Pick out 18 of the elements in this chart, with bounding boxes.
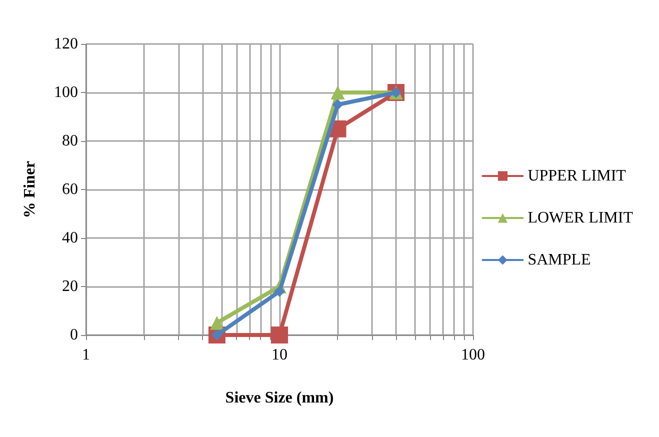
- y-tick-label: 80: [62, 132, 78, 150]
- x-tick-label: 1: [82, 346, 90, 364]
- legend-label: SAMPLE: [528, 252, 591, 268]
- y-tick-label: 120: [54, 36, 78, 52]
- point: [330, 86, 345, 100]
- y-tick-label: 40: [62, 230, 78, 246]
- x-axis-title: Sieve Size (mm): [225, 390, 334, 406]
- y-tick-label: 60: [62, 181, 78, 198]
- y-tick-label: 100: [54, 84, 78, 101]
- y-axis-title: % Finer: [22, 160, 38, 218]
- point: [210, 316, 224, 330]
- y-tick-label: 20: [62, 278, 78, 295]
- legend-label: UPPER LIMIT: [528, 168, 626, 184]
- y-tick-label: 0: [70, 326, 78, 344]
- x-tick-label: 100: [461, 346, 485, 364]
- point: [332, 99, 344, 110]
- legend-label: LOWER LIMIT: [528, 210, 634, 226]
- x-tick-label: 10: [272, 346, 288, 364]
